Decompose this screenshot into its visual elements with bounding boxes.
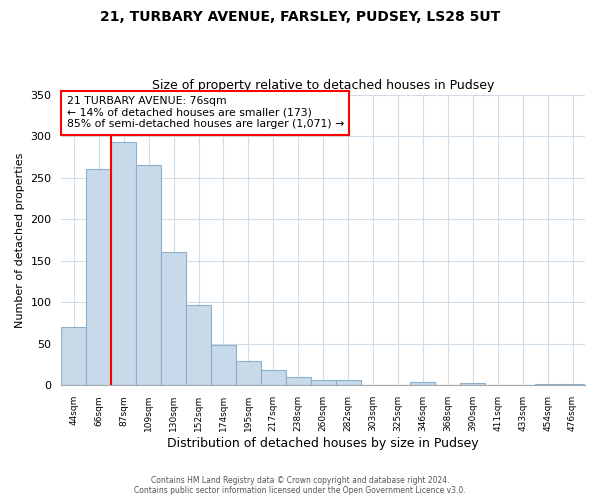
Bar — [186, 305, 211, 386]
Bar — [560, 384, 585, 386]
Bar — [236, 362, 261, 386]
Bar — [261, 370, 286, 386]
Bar — [311, 380, 335, 386]
Bar — [286, 377, 311, 386]
Bar — [161, 252, 186, 386]
Bar — [136, 165, 161, 386]
Text: 21 TURBARY AVENUE: 76sqm
← 14% of detached houses are smaller (173)
85% of semi-: 21 TURBARY AVENUE: 76sqm ← 14% of detach… — [67, 96, 344, 129]
X-axis label: Distribution of detached houses by size in Pudsey: Distribution of detached houses by size … — [167, 437, 479, 450]
Bar — [335, 380, 361, 386]
Bar — [535, 384, 560, 386]
Bar — [61, 327, 86, 386]
Bar — [460, 383, 485, 386]
Bar — [211, 344, 236, 386]
Bar — [86, 170, 111, 386]
Text: 21, TURBARY AVENUE, FARSLEY, PUDSEY, LS28 5UT: 21, TURBARY AVENUE, FARSLEY, PUDSEY, LS2… — [100, 10, 500, 24]
Bar — [111, 142, 136, 386]
Text: Contains HM Land Registry data © Crown copyright and database right 2024.
Contai: Contains HM Land Registry data © Crown c… — [134, 476, 466, 495]
Y-axis label: Number of detached properties: Number of detached properties — [15, 152, 25, 328]
Title: Size of property relative to detached houses in Pudsey: Size of property relative to detached ho… — [152, 79, 494, 92]
Bar — [410, 382, 436, 386]
